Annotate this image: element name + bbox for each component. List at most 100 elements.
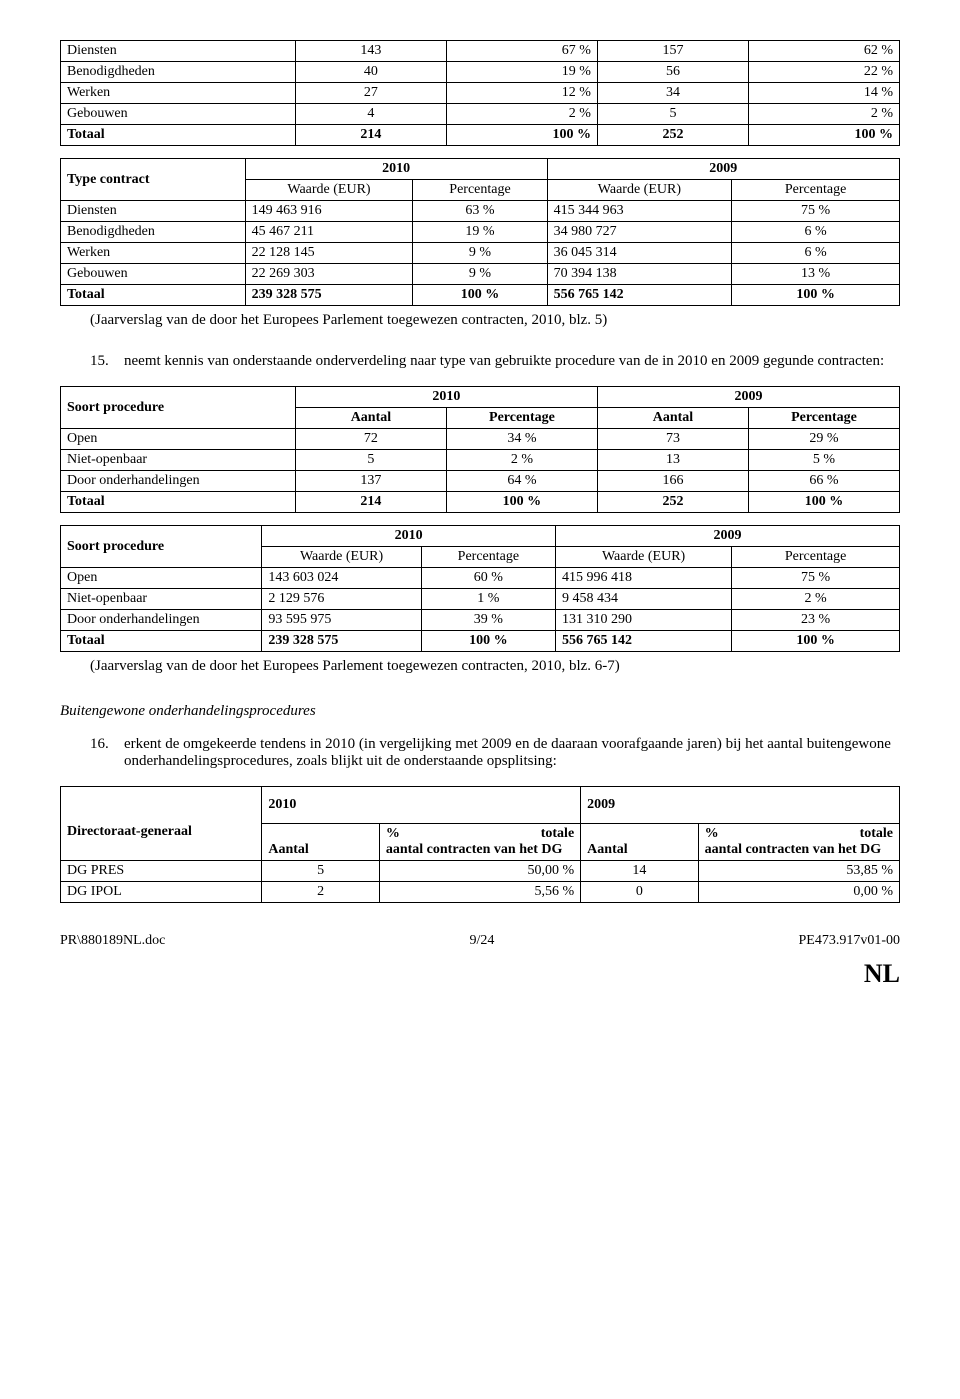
cell: 5 [597, 104, 748, 125]
cell: 9 458 434 [556, 589, 732, 610]
cell: 157 [597, 41, 748, 62]
table-row: Totaal239 328 575100 %556 765 142100 % [61, 285, 900, 306]
table-row: Totaal239 328 575100 %556 765 142100 % [61, 631, 900, 652]
cell: 5 [262, 861, 379, 882]
cell: 252 [597, 492, 748, 513]
cell: 93 595 975 [262, 610, 421, 631]
year-2009: 2009 [547, 159, 899, 180]
footer-right: PE473.917v01-00 [799, 933, 901, 949]
cell: 6 % [732, 243, 900, 264]
table-row: Benodigdheden45 467 21119 %34 980 7276 % [61, 222, 900, 243]
cell: 72 [295, 429, 446, 450]
cell: 100 % [413, 285, 547, 306]
col-percentage: Percentage [421, 547, 555, 568]
cell: 22 128 145 [245, 243, 413, 264]
cell: Diensten [61, 201, 246, 222]
table-directoraat-generaal: Directoraat-generaal 2010 2009 Aantal %t… [60, 786, 900, 903]
cell: 1 % [421, 589, 555, 610]
table-row: Totaal214100 %252100 % [61, 125, 900, 146]
table-row: DG PRES550,00 %1453,85 % [61, 861, 900, 882]
cell: 70 394 138 [547, 264, 732, 285]
cell: 2 % [446, 450, 597, 471]
cell: 149 463 916 [245, 201, 413, 222]
cell: 2 % [732, 589, 900, 610]
cell: 2 [262, 882, 379, 903]
cell: Totaal [61, 631, 262, 652]
cell: 60 % [421, 568, 555, 589]
col-waarde-eur: Waarde (EUR) [245, 180, 413, 201]
table-row: Open7234 %7329 % [61, 429, 900, 450]
cell: 9 % [413, 264, 547, 285]
col-aantal: Aantal [597, 408, 748, 429]
col-waarde-eur: Waarde (EUR) [556, 547, 732, 568]
col-aantal: Aantal [262, 824, 379, 861]
col-pct-totale: %totale aantal contracten van het DG [698, 824, 899, 861]
col-waarde-eur: Waarde (EUR) [262, 547, 421, 568]
para-text: neemt kennis van onderstaande onderverde… [124, 353, 884, 370]
page-footer: PR\880189NL.doc 9/24 PE473.917v01-00 [60, 933, 900, 949]
para-number: 15. [90, 353, 124, 370]
cell: 45 467 211 [245, 222, 413, 243]
col-waarde-eur: Waarde (EUR) [547, 180, 732, 201]
cell: 13 % [732, 264, 900, 285]
cell: 67 % [446, 41, 597, 62]
cell: Open [61, 568, 262, 589]
table4-caption: (Jaarverslag van de door het Europees Pa… [90, 658, 900, 675]
cell: 12 % [446, 83, 597, 104]
cell: 19 % [413, 222, 547, 243]
cell: 66 % [748, 471, 899, 492]
cell: Benodigdheden [61, 62, 296, 83]
cell: 214 [295, 125, 446, 146]
year-2009: 2009 [581, 787, 900, 824]
cell: 143 603 024 [262, 568, 421, 589]
cell: Diensten [61, 41, 296, 62]
cell: Niet-openbaar [61, 450, 296, 471]
cell: 22 % [748, 62, 899, 83]
table-row: Benodigdheden4019 %5622 % [61, 62, 900, 83]
table-row: Werken2712 %3414 % [61, 83, 900, 104]
table-row: Door onderhandelingen93 595 97539 %131 3… [61, 610, 900, 631]
table-row: Niet-openbaar2 129 5761 %9 458 4342 % [61, 589, 900, 610]
table-procedure-counts: Soort procedure 2010 2009 Aantal Percent… [60, 386, 900, 513]
table-row: DG IPOL25,56 %00,00 % [61, 882, 900, 903]
cell: 62 % [748, 41, 899, 62]
cell: 100 % [446, 492, 597, 513]
cell: 63 % [413, 201, 547, 222]
cell: 36 045 314 [547, 243, 732, 264]
cell: 100 % [748, 125, 899, 146]
col-aantal: Aantal [581, 824, 698, 861]
cell: DG PRES [61, 861, 262, 882]
cell: Door onderhandelingen [61, 610, 262, 631]
cell: 100 % [732, 285, 900, 306]
table-row: Totaal214100 %252100 % [61, 492, 900, 513]
table2-caption: (Jaarverslag van de door het Europees Pa… [90, 312, 900, 329]
cell: 5,56 % [379, 882, 580, 903]
col-aantal: Aantal [295, 408, 446, 429]
table-row: Diensten149 463 91663 %415 344 96375 % [61, 201, 900, 222]
cell: 0,00 % [698, 882, 899, 903]
cell: Werken [61, 83, 296, 104]
table-row: Gebouwen42 %52 % [61, 104, 900, 125]
cell: 34 [597, 83, 748, 104]
cell: 137 [295, 471, 446, 492]
cell: 100 % [446, 125, 597, 146]
year-2010: 2010 [245, 159, 547, 180]
paragraph-15: 15. neemt kennis van onderstaande onderv… [90, 353, 900, 370]
cell: 75 % [732, 201, 900, 222]
cell: 2 % [446, 104, 597, 125]
section-title: Buitengewone onderhandelingsprocedures [60, 703, 900, 720]
cell: 2 % [748, 104, 899, 125]
cell: 14 [581, 861, 698, 882]
cell: 252 [597, 125, 748, 146]
cell: Open [61, 429, 296, 450]
cell: 75 % [732, 568, 900, 589]
cell: 556 765 142 [547, 285, 732, 306]
paragraph-16: 16. erkent de omgekeerde tendens in 2010… [90, 736, 900, 770]
cell: 14 % [748, 83, 899, 104]
cell: 5 [295, 450, 446, 471]
cell: Totaal [61, 285, 246, 306]
cell: 73 [597, 429, 748, 450]
col-percentage: Percentage [732, 547, 900, 568]
cell: 19 % [446, 62, 597, 83]
cell: 556 765 142 [556, 631, 732, 652]
